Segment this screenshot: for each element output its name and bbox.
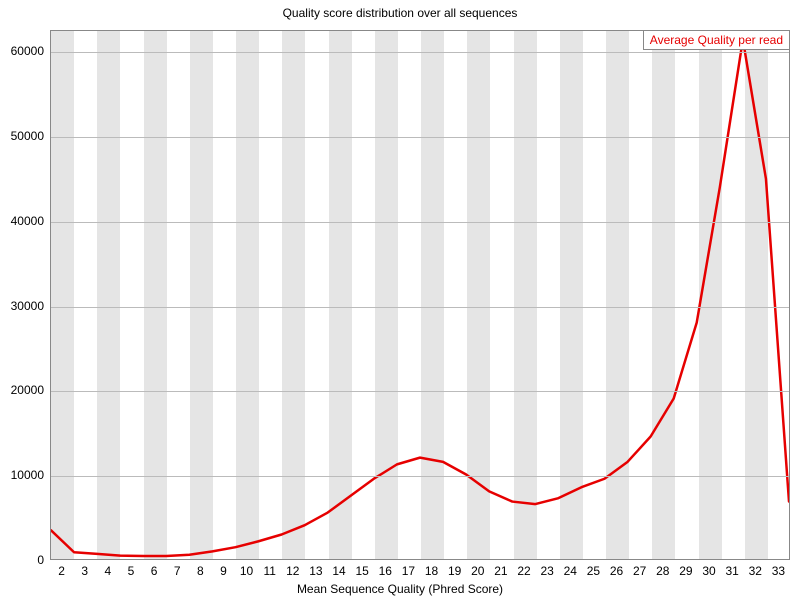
y-tick-label: 60000 — [0, 44, 44, 58]
x-tick-label: 23 — [541, 564, 554, 578]
y-tick-label: 30000 — [0, 299, 44, 313]
gridline — [51, 222, 789, 223]
x-tick-label: 32 — [749, 564, 762, 578]
x-tick-label: 8 — [197, 564, 204, 578]
x-tick-label: 17 — [402, 564, 415, 578]
x-tick-label: 15 — [356, 564, 369, 578]
x-tick-label: 6 — [151, 564, 158, 578]
x-tick-label: 21 — [494, 564, 507, 578]
gridline — [51, 391, 789, 392]
x-tick-label: 20 — [471, 564, 484, 578]
y-tick-label: 40000 — [0, 214, 44, 228]
x-tick-label: 29 — [679, 564, 692, 578]
x-tick-label: 18 — [425, 564, 438, 578]
x-tick-label: 5 — [128, 564, 135, 578]
legend-label: Average Quality per read — [650, 33, 783, 47]
gridline — [51, 52, 789, 53]
y-tick-label: 20000 — [0, 383, 44, 397]
chart-title: Quality score distribution over all sequ… — [0, 6, 800, 20]
x-tick-label: 12 — [286, 564, 299, 578]
x-tick-label: 13 — [309, 564, 322, 578]
x-tick-label: 10 — [240, 564, 253, 578]
gridline — [51, 307, 789, 308]
x-tick-label: 7 — [174, 564, 181, 578]
x-tick-label: 2 — [58, 564, 65, 578]
gridline — [51, 137, 789, 138]
x-tick-label: 28 — [656, 564, 669, 578]
x-tick-label: 30 — [702, 564, 715, 578]
y-tick-label: 0 — [0, 553, 44, 567]
gridline — [51, 476, 789, 477]
x-tick-label: 25 — [587, 564, 600, 578]
x-tick-label: 31 — [726, 564, 739, 578]
x-tick-label: 16 — [379, 564, 392, 578]
x-tick-label: 4 — [104, 564, 111, 578]
quality-score-chart: Quality score distribution over all sequ… — [0, 0, 800, 600]
y-tick-label: 10000 — [0, 468, 44, 482]
series-line — [51, 31, 789, 559]
x-tick-label: 27 — [633, 564, 646, 578]
x-tick-label: 24 — [564, 564, 577, 578]
x-tick-label: 26 — [610, 564, 623, 578]
x-tick-label: 33 — [772, 564, 785, 578]
y-tick-label: 50000 — [0, 129, 44, 143]
x-axis-label: Mean Sequence Quality (Phred Score) — [0, 582, 800, 596]
legend: Average Quality per read — [643, 30, 790, 50]
x-tick-label: 3 — [81, 564, 88, 578]
x-tick-label: 22 — [517, 564, 530, 578]
x-tick-label: 14 — [332, 564, 345, 578]
x-tick-label: 11 — [263, 564, 275, 578]
x-tick-label: 9 — [220, 564, 227, 578]
x-tick-label: 19 — [448, 564, 461, 578]
plot-area — [50, 30, 790, 560]
